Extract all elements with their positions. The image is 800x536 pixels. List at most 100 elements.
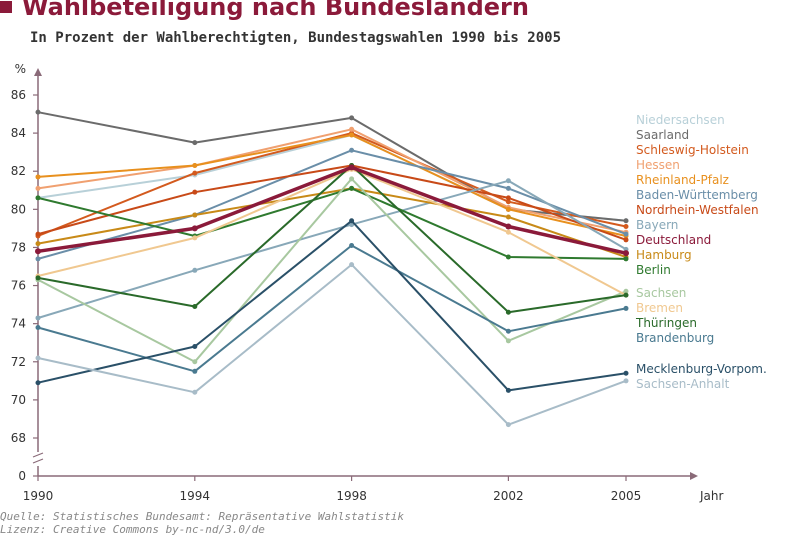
data-point (505, 422, 511, 428)
data-point (505, 328, 511, 334)
axis-break-mark (32, 452, 44, 458)
legend-entry: Bremen (636, 301, 683, 315)
data-point (623, 378, 629, 384)
data-point (505, 195, 511, 201)
axis-break-mark (32, 458, 44, 464)
x-tick-label: 2002 (493, 489, 524, 503)
data-point (623, 370, 629, 376)
data-point (35, 324, 41, 330)
data-point (192, 304, 198, 310)
data-point (349, 126, 355, 132)
legend-entry: Schleswig-Holstein (636, 143, 749, 157)
legend-entry: Rheinland-Pfalz (636, 173, 729, 187)
data-point (505, 223, 512, 230)
data-point (35, 174, 41, 180)
data-point (349, 147, 355, 153)
data-point (505, 229, 511, 235)
data-point (35, 109, 41, 115)
data-point (623, 288, 629, 294)
y-tick-label: 68 (11, 431, 26, 445)
data-point (192, 212, 198, 218)
source-note: Quelle: Statistisches Bundesamt: Repräse… (0, 510, 404, 536)
y-tick-label: 76 (11, 279, 26, 293)
data-point (623, 256, 629, 262)
y-tick-label: 0 (18, 469, 26, 483)
data-point (349, 218, 355, 224)
data-point (505, 185, 511, 191)
title-row: Wahlbeteiligung nach Bundesländern (0, 0, 529, 22)
legend-entry: Sachsen (636, 286, 686, 300)
legend-entry: Brandenburg (636, 331, 714, 345)
data-point (505, 338, 511, 344)
x-tick-label: 1990 (23, 489, 54, 503)
data-point (623, 305, 629, 311)
legend-entry: Deutschland (636, 233, 711, 247)
legend-entry: Mecklenburg-Vorpom. (636, 362, 767, 376)
data-point (191, 225, 198, 232)
data-point (35, 248, 41, 255)
data-point (192, 344, 198, 350)
y-tick-label: 74 (11, 317, 26, 331)
data-point (623, 223, 629, 229)
data-point (192, 170, 198, 176)
data-point (623, 250, 629, 257)
chart-subtitle: In Prozent der Wahlberechtigten, Bundest… (30, 30, 562, 46)
legend-entry: Bayern (636, 218, 678, 232)
data-point (505, 214, 511, 220)
x-axis-label: Jahr (699, 489, 723, 503)
x-tick-label: 1998 (336, 489, 367, 503)
y-tick-label: 82 (11, 164, 26, 178)
data-point (192, 140, 198, 146)
data-point (192, 368, 198, 374)
x-axis-arrow (690, 472, 698, 480)
source-line: Quelle: Statistisches Bundesamt: Repräse… (0, 510, 404, 523)
data-point (192, 189, 198, 195)
data-point (35, 315, 41, 321)
data-point (505, 178, 511, 184)
legend-entry: Hessen (636, 158, 680, 172)
y-tick-label: 86 (11, 88, 26, 102)
data-point (192, 163, 198, 169)
data-point (623, 231, 629, 237)
y-axis-arrow (34, 68, 42, 76)
series-line (37, 219, 627, 392)
data-point (505, 387, 511, 393)
legend-entry: Baden-Württemberg (636, 188, 758, 202)
data-point (505, 199, 511, 205)
data-point (623, 237, 629, 243)
y-tick-label: 84 (11, 126, 26, 140)
data-point (35, 275, 41, 281)
legend-entry: Nordrhein-Westfalen (636, 203, 759, 217)
series-line (37, 111, 627, 222)
data-point (348, 164, 355, 171)
x-tick-label: 2005 (611, 489, 642, 503)
legend-entry: Niedersachsen (636, 113, 725, 127)
license-line: Lizenz: Creative Commons by-nc-nd/3.0/de (0, 523, 265, 536)
legend-entry: Saarland (636, 128, 689, 142)
data-point (35, 241, 41, 247)
data-point (623, 218, 629, 224)
data-point (192, 389, 198, 395)
chart-title: Wahlbeteiligung nach Bundesländern (22, 0, 529, 21)
data-point (192, 359, 198, 365)
series-line (37, 149, 627, 260)
series-line (37, 263, 627, 426)
data-point (349, 115, 355, 121)
data-point (35, 185, 41, 191)
y-tick-label: 72 (11, 355, 26, 369)
data-point (35, 380, 41, 386)
legend-entry: Hamburg (636, 248, 692, 262)
series-line (37, 177, 627, 363)
data-point (505, 206, 511, 212)
data-point (349, 176, 355, 182)
data-point (35, 195, 41, 201)
y-tick-label: 70 (11, 393, 26, 407)
data-point (505, 309, 511, 315)
data-point (192, 235, 198, 241)
data-point (35, 355, 41, 361)
y-tick-label: 80 (11, 202, 26, 216)
legend-entry: Sachsen-Anhalt (636, 377, 730, 391)
data-point (349, 132, 355, 138)
title-marker (0, 1, 12, 13)
